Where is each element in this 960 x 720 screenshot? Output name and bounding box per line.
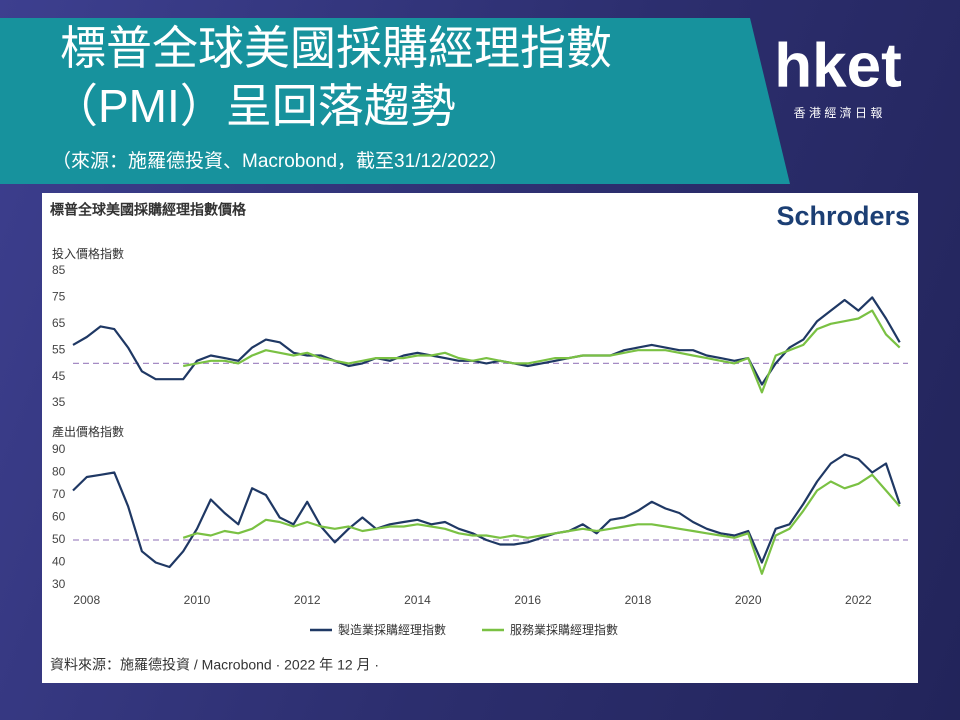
chart-title: 標普全球美國採購經理指數價格 [50, 202, 247, 218]
y-tick-label: 65 [52, 316, 66, 330]
title-line: （PMI）呈回落趨勢 [52, 80, 456, 132]
title-line: 標普全球美國採購經理指數 [60, 22, 612, 74]
logo-subtitle: 香 港 經 濟 日 報 [794, 105, 883, 120]
chart-panel [42, 193, 918, 683]
y-tick-label: 30 [52, 577, 66, 591]
x-tick-label: 2022 [845, 593, 872, 607]
y-tick-label: 60 [52, 510, 66, 524]
legend-label: 製造業採購經理指數 [338, 622, 446, 637]
legend-label: 服務業採購經理指數 [510, 622, 618, 637]
y-axis-label: 產出價格指數 [52, 424, 124, 439]
y-tick-label: 70 [52, 487, 66, 501]
header-band [0, 18, 790, 184]
x-tick-label: 2020 [735, 593, 762, 607]
y-tick-label: 75 [52, 290, 66, 304]
x-tick-label: 2016 [514, 593, 541, 607]
brand: Schroders [776, 201, 910, 231]
series-line [72, 296, 901, 386]
y-tick-label: 85 [52, 263, 66, 277]
y-tick-label: 35 [52, 395, 66, 409]
logo: hket [774, 31, 901, 100]
x-tick-label: 2010 [184, 593, 211, 607]
x-tick-label: 2012 [294, 593, 321, 607]
series-line [182, 309, 901, 394]
source: （來源：施羅德投資、Macrobond，截至31/12/2022） [52, 150, 508, 172]
y-tick-label: 80 [52, 465, 66, 479]
y-tick-label: 90 [52, 442, 66, 456]
x-tick-label: 2018 [625, 593, 652, 607]
y-tick-label: 45 [52, 369, 66, 383]
x-tick-label: 2014 [404, 593, 431, 607]
x-tick-label: 2008 [73, 593, 100, 607]
series-line [72, 453, 901, 569]
series-line [182, 473, 901, 575]
footnote: 資料來源：施羅德投資 / Macrobond · 2022 年 12 月 · [50, 657, 379, 673]
y-tick-label: 55 [52, 342, 66, 356]
charts: 投入價格指數 35 45 55 65 75 85 產出價格指數 30 40 50 60 70 80 90 20… [52, 246, 908, 637]
y-axis-label: 投入價格指數 [52, 246, 124, 261]
y-tick-label: 50 [52, 532, 66, 546]
y-tick-label: 40 [52, 555, 66, 569]
